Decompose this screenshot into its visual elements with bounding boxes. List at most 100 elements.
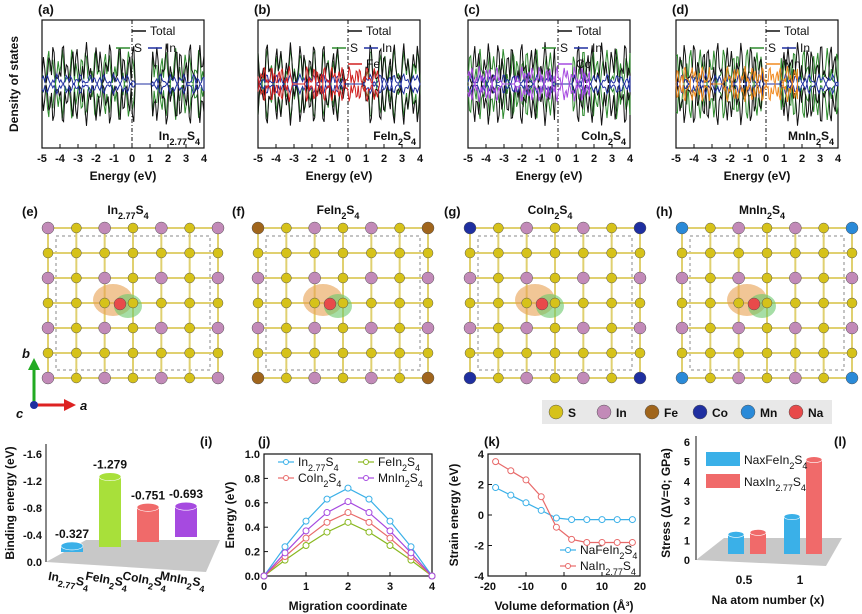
legend-metal-label: Fe bbox=[366, 57, 380, 71]
dos-x-tick-label: 3 bbox=[183, 153, 189, 165]
bar-top bbox=[783, 513, 801, 521]
x-tick-label: 1 bbox=[303, 581, 309, 593]
atom bbox=[705, 222, 716, 234]
legend-label: NaxFeIn2S4 bbox=[744, 453, 807, 471]
atom bbox=[606, 297, 617, 309]
dos-curve-in bbox=[467, 72, 631, 96]
dos-x-tick-label: 1 bbox=[147, 153, 153, 165]
bar-value-label: -1.279 bbox=[93, 458, 127, 472]
atom bbox=[309, 347, 320, 359]
atom bbox=[845, 371, 859, 385]
y-tick-label: -2 bbox=[474, 541, 484, 553]
atom bbox=[421, 321, 435, 335]
dos-x-tick-label: -3 bbox=[73, 153, 83, 165]
atom bbox=[789, 221, 802, 235]
y-tick-label: -4 bbox=[474, 571, 485, 583]
atom bbox=[41, 321, 55, 335]
y-tick-label: 4 bbox=[684, 476, 691, 488]
series-point bbox=[522, 499, 530, 507]
legend-total-label: Total bbox=[150, 24, 175, 38]
dos-x-tick-label: -3 bbox=[499, 153, 509, 165]
series-point bbox=[628, 538, 636, 546]
y-tick-label: 0.0 bbox=[245, 571, 260, 583]
atom bbox=[732, 271, 745, 285]
atom bbox=[41, 221, 55, 235]
bar bbox=[175, 506, 197, 537]
atom bbox=[633, 371, 647, 385]
dos-x-tick-label: 1 bbox=[363, 153, 369, 165]
series-point bbox=[492, 484, 500, 492]
dos-panel-label: (c) bbox=[464, 2, 480, 17]
atom bbox=[549, 322, 561, 334]
dos-panel-d: -5 -4 -3 -2 -1 0 1 2 3 4 Energy (eV) (d) Total S In Mn M… bbox=[671, 2, 842, 183]
atom bbox=[818, 272, 829, 284]
atom bbox=[127, 297, 139, 309]
dos-x-tick-label: 4 bbox=[417, 153, 424, 165]
atom bbox=[606, 322, 617, 334]
x-tick-label: 0.5 bbox=[736, 573, 753, 587]
atom bbox=[98, 271, 111, 285]
dos-x-tick-label: 2 bbox=[381, 153, 387, 165]
atom bbox=[251, 371, 265, 385]
atom-na bbox=[747, 297, 761, 311]
atom bbox=[818, 222, 829, 234]
atom bbox=[633, 221, 647, 235]
bar-top bbox=[749, 529, 767, 536]
floor-plane bbox=[46, 540, 220, 572]
dos-curve-in bbox=[41, 72, 205, 96]
y-tick-label: -0.4 bbox=[23, 530, 43, 542]
atom bbox=[394, 222, 405, 234]
atom bbox=[366, 247, 377, 259]
dos-material-label: MnIn2S4 bbox=[788, 129, 834, 147]
y-axis-label: Stress (ΔV=0; GPa) bbox=[659, 448, 673, 558]
atom bbox=[98, 221, 111, 235]
bar bbox=[784, 516, 800, 554]
atom bbox=[520, 321, 533, 335]
structure-panel-label: (h) bbox=[656, 204, 673, 219]
atom bbox=[818, 297, 829, 309]
atom bbox=[127, 322, 139, 334]
series-point bbox=[323, 518, 331, 526]
chart-i: (i) -1.6 -1.2 -0.8 -0.4 0.0 Binding energy (eV… bbox=[3, 434, 220, 594]
y-tick-label: 0.2 bbox=[245, 547, 260, 559]
structure-panel-label: (e) bbox=[22, 204, 38, 219]
atom bbox=[252, 347, 264, 359]
atom bbox=[98, 321, 111, 335]
series-point bbox=[583, 516, 591, 524]
atom bbox=[156, 247, 167, 259]
dos-x-label: Energy (eV) bbox=[306, 169, 373, 183]
series-point bbox=[260, 572, 268, 580]
x-tick-label: 4 bbox=[429, 581, 436, 593]
atom bbox=[99, 297, 110, 309]
atom bbox=[41, 371, 55, 385]
atom bbox=[308, 271, 321, 285]
chart-panel-label: (j) bbox=[258, 434, 270, 449]
legend-in-label: In bbox=[800, 41, 810, 55]
atom bbox=[127, 372, 139, 384]
x-tick-label: 1 bbox=[797, 573, 804, 587]
y-tick-label: 2 bbox=[478, 480, 484, 492]
atom bbox=[71, 297, 82, 309]
atom bbox=[846, 297, 858, 309]
dos-x-tick-label: -4 bbox=[55, 153, 66, 165]
atom bbox=[818, 247, 829, 259]
dos-x-tick-label: -5 bbox=[463, 153, 473, 165]
atom bbox=[732, 371, 745, 385]
dos-x-tick-label: -4 bbox=[481, 153, 492, 165]
atom-legend-label: Fe bbox=[664, 406, 678, 420]
atom bbox=[520, 221, 533, 235]
atom bbox=[211, 221, 225, 235]
dos-curve-co bbox=[467, 66, 590, 102]
atom bbox=[761, 272, 773, 284]
atom bbox=[732, 221, 745, 235]
atom bbox=[211, 321, 225, 335]
atom bbox=[309, 247, 320, 259]
atom-legend-swatch bbox=[644, 404, 660, 420]
legend-label: NaxIn2.77S4 bbox=[744, 475, 806, 493]
atom bbox=[818, 347, 829, 359]
legend-total-label: Total bbox=[576, 24, 601, 38]
atom bbox=[733, 347, 744, 359]
bar bbox=[806, 459, 822, 554]
atom bbox=[705, 372, 716, 384]
